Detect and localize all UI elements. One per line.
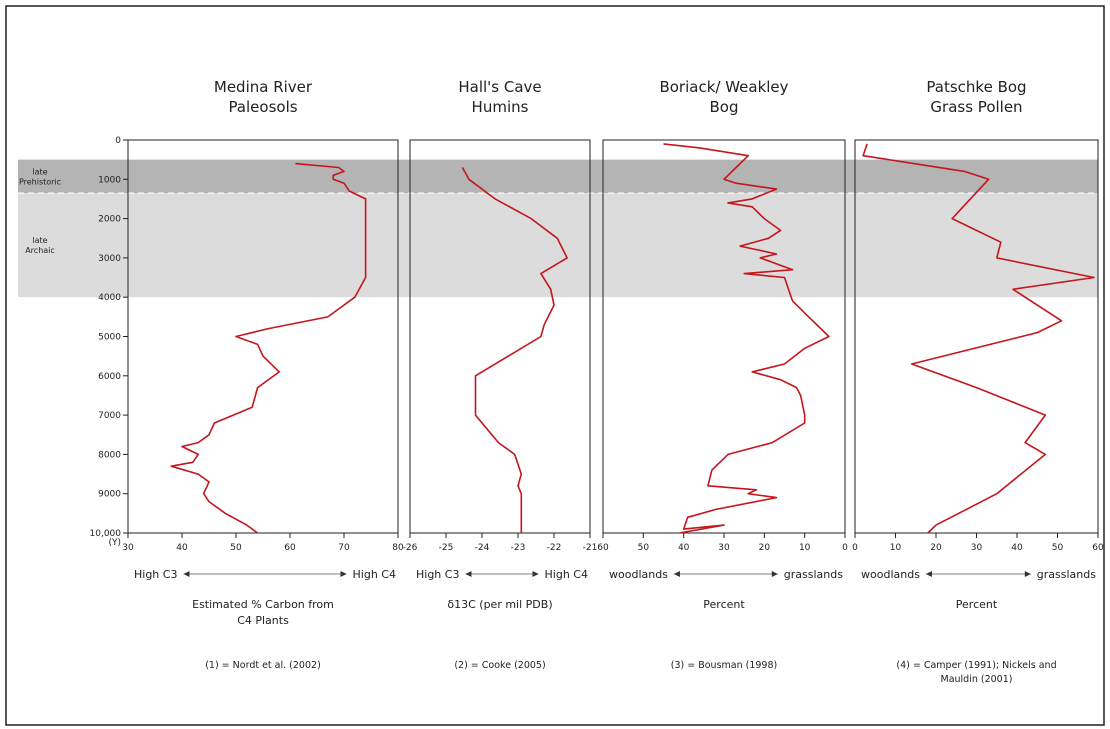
y-tick-label: 4000 — [98, 293, 121, 303]
scale-right-label: grasslands — [784, 568, 843, 581]
y-tick-label: 8000 — [98, 450, 121, 460]
x-tick-label: -23 — [511, 543, 526, 553]
panel-2: Hall's Cave Humins -26 -25 -24 -23 -22 -21 High … — [403, 78, 598, 671]
x-tick-label: 20 — [930, 543, 942, 553]
figure-border — [5, 5, 1105, 726]
y-tick-label: 2000 — [98, 215, 121, 225]
x-tick-label: 0 — [842, 543, 848, 553]
scale-left-label: woodlands — [861, 568, 920, 581]
scale-right-label: High C4 — [545, 568, 588, 581]
panel-frame — [409, 139, 591, 534]
y-tick-label: 7000 — [98, 411, 121, 421]
y-tick-label: 3000 — [98, 254, 121, 264]
scale-arrow-right-head — [1024, 571, 1031, 577]
x-tick-label: 70 — [338, 543, 350, 553]
scale-arrow-left-head — [925, 571, 932, 577]
scale-left-label: High C3 — [134, 568, 177, 581]
panel-title-line-2: Bog — [710, 98, 739, 116]
x-tick-label: -22 — [547, 543, 562, 553]
scale-left-label: High C3 — [416, 568, 459, 581]
period-label: Prehistoric — [19, 177, 61, 186]
scale-arrow-right-head — [532, 571, 539, 577]
series-line — [663, 143, 830, 534]
x-tick-label: 60 — [284, 543, 296, 553]
x-axis-label-line-2: C4 Plants — [237, 614, 289, 627]
scale-arrow-right-head — [340, 571, 347, 577]
scale-arrow-right-head — [771, 571, 778, 577]
panel-title-line-1: Medina River — [214, 78, 313, 96]
y-tick-label: 0 — [115, 136, 121, 146]
period-note: late — [32, 167, 47, 176]
x-tick-label: -21 — [583, 543, 598, 553]
y-tick-label: 1000 — [98, 175, 121, 185]
x-axis-label: δ13C (per mil PDB) — [447, 598, 552, 611]
x-tick-label: -25 — [439, 543, 454, 553]
citation: (1) = Nordt et al. (2002) — [205, 660, 321, 671]
period-band-archaic — [18, 193, 1098, 298]
panel-3: Boriack/ Weakley Bog 60 50 40 30 20 10 0 woodland… — [597, 78, 848, 671]
panel-title-line-2: Paleosols — [228, 98, 297, 116]
series-line — [862, 143, 1095, 534]
citation-line-2: Mauldin (2001) — [941, 674, 1013, 685]
series-line — [170, 162, 367, 534]
y-tick-label: 5000 — [98, 333, 121, 343]
x-tick-label: -26 — [403, 543, 418, 553]
x-tick-label: 30 — [971, 543, 983, 553]
x-tick-label: 20 — [759, 543, 771, 553]
x-tick-label: 60 — [1092, 543, 1104, 553]
panel-4: Patschke Bog Grass Pollen 0 10 20 30 40 50 60 woo… — [852, 78, 1104, 685]
x-tick-label: 40 — [678, 543, 690, 553]
x-tick-label: 50 — [1052, 543, 1064, 553]
x-tick-label: -24 — [475, 543, 490, 553]
panel-title-line-2: Humins — [472, 98, 529, 116]
x-tick-label: 50 — [230, 543, 242, 553]
x-tick-label: 60 — [597, 543, 609, 553]
period-note: late — [32, 236, 47, 245]
x-axis-label: Percent — [956, 598, 998, 611]
x-tick-label: 10 — [890, 543, 902, 553]
x-tick-label: 40 — [176, 543, 188, 553]
x-tick-label: 40 — [1011, 543, 1023, 553]
series-line — [461, 167, 568, 533]
x-axis-label: Percent — [703, 598, 745, 611]
x-tick-label: 0 — [852, 543, 858, 553]
y-unit-label: (Y) — [108, 538, 121, 548]
panel-title-line-1: Hall's Cave — [458, 78, 541, 96]
scale-right-label: grasslands — [1037, 568, 1096, 581]
panel-1: Medina River Paleosols 30 40 50 60 70 80 High C3… — [122, 78, 404, 671]
panel-title-line-2: Grass Pollen — [930, 98, 1022, 116]
citation: (3) = Bousman (1998) — [671, 660, 777, 671]
y-tick-label: 9000 — [98, 490, 121, 500]
scale-arrow-left-head — [465, 571, 472, 577]
scale-right-label: High C4 — [353, 568, 396, 581]
x-tick-label: 10 — [799, 543, 811, 553]
period-label: Archaic — [25, 246, 55, 255]
x-tick-label: 30 — [718, 543, 730, 553]
panel-title-line-1: Patschke Bog — [926, 78, 1026, 96]
x-axis-label-line-1: Estimated % Carbon from — [192, 598, 334, 611]
x-tick-label: 50 — [638, 543, 650, 553]
x-tick-label: 80 — [392, 543, 404, 553]
x-tick-label: 30 — [122, 543, 134, 553]
panel-title-line-1: Boriack/ Weakley — [659, 78, 788, 96]
scale-arrow-left-head — [673, 571, 680, 577]
period-band-prehistoric — [18, 159, 1098, 194]
y-tick-label: 10,000 — [90, 529, 122, 539]
citation-line-1: (4) = Camper (1991); Nickels and — [896, 660, 1056, 671]
scale-arrow-left-head — [183, 571, 190, 577]
y-tick-label: 6000 — [98, 372, 121, 382]
citation: (2) = Cooke (2005) — [454, 660, 545, 671]
scale-left-label: woodlands — [609, 568, 668, 581]
